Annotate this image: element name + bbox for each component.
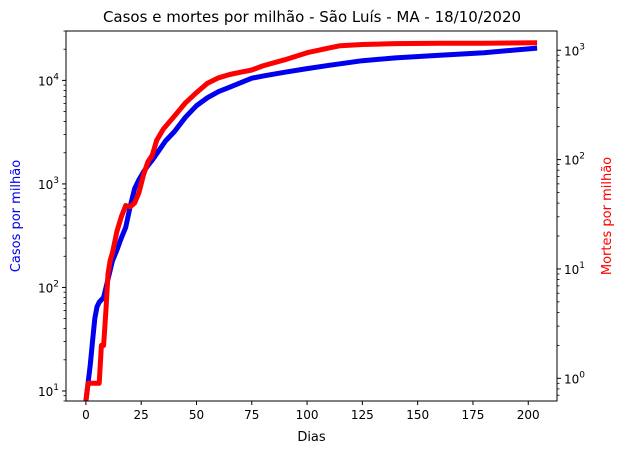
y-right-tick-label: 103 bbox=[564, 42, 585, 58]
x-tick-label: 75 bbox=[244, 408, 259, 422]
series-line-casos bbox=[83, 45, 538, 401]
x-tick-label: 100 bbox=[296, 408, 319, 422]
x-tick-label: 0 bbox=[82, 408, 90, 422]
y-right-tick-label: 102 bbox=[564, 152, 585, 168]
y-right-tick-label: 100 bbox=[564, 370, 585, 386]
y-left-tick-label: 104 bbox=[38, 72, 59, 88]
x-tick-label: 150 bbox=[406, 408, 429, 422]
axes-layer: 0 25 50 75 100 125 150 175 200 101 102 103 104 100 101… bbox=[38, 30, 585, 422]
y-left-tick-label: 101 bbox=[38, 383, 59, 399]
x-tick-label: 200 bbox=[517, 408, 540, 422]
y-axis-left-label: Casos por milhão bbox=[9, 160, 24, 272]
series-layer bbox=[83, 40, 538, 401]
x-tick-label: 50 bbox=[189, 408, 204, 422]
y-right-tick-label: 101 bbox=[564, 261, 585, 277]
series-line-mortes bbox=[83, 40, 538, 401]
x-axis-label: Dias bbox=[297, 430, 326, 445]
x-tick-label: 125 bbox=[351, 408, 374, 422]
x-tick-label: 25 bbox=[134, 408, 149, 422]
y-axis-right-label: Mortes por milhão bbox=[600, 157, 615, 275]
y-left-tick-label: 103 bbox=[38, 176, 59, 192]
plot-frame bbox=[65, 30, 558, 402]
y-left-tick-label: 102 bbox=[38, 279, 59, 295]
chart-title: Casos e mortes por milhão - São Luís - M… bbox=[103, 8, 521, 26]
x-tick-label: 175 bbox=[462, 408, 485, 422]
